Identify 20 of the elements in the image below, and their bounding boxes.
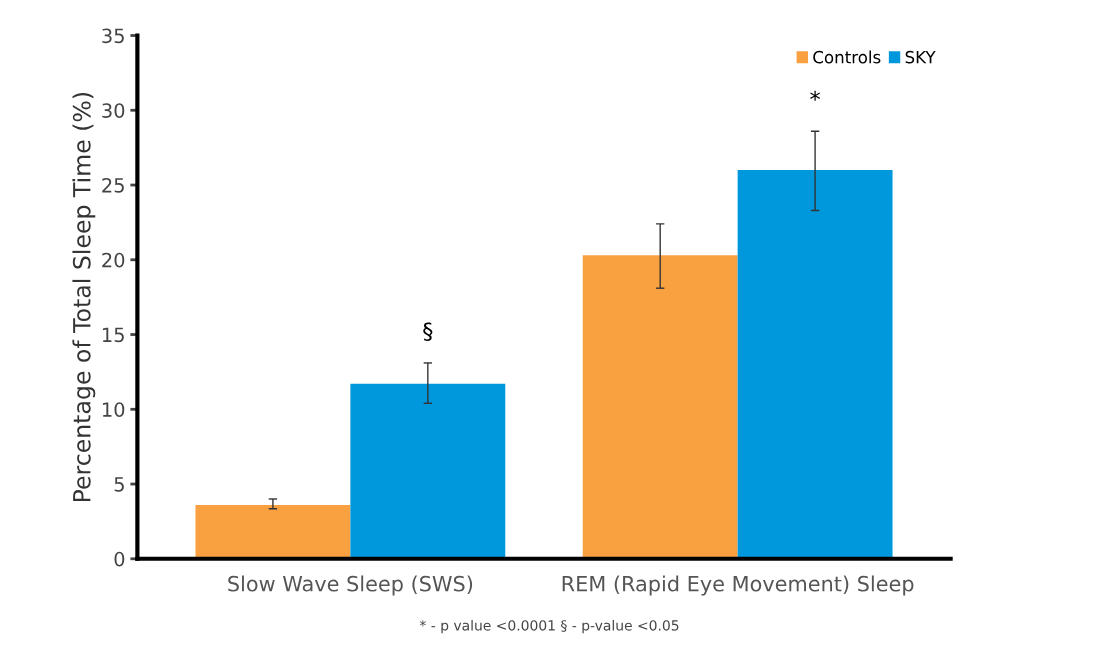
annotation: §	[423, 322, 433, 341]
legend-label: SKY	[905, 50, 936, 64]
y-tick-label: 30	[102, 103, 125, 118]
bar	[195, 504, 351, 559]
text: * - p value <0.0001 § - p-value <0.05	[419, 619, 679, 634]
y-tick-label: 10	[102, 402, 125, 417]
bar	[350, 383, 506, 559]
x-tick-label: Slow Wave Sleep (SWS)	[228, 575, 473, 596]
y-tick-label: 15	[102, 327, 124, 343]
annotation: *	[810, 90, 820, 101]
y-axis-title: Percentage of Total Sleep Time (%)	[72, 92, 96, 502]
legend-label: Controls	[813, 50, 881, 64]
y-tick-label: 20	[102, 252, 125, 268]
y-tick-label: 0	[114, 551, 125, 567]
y-tick-label: 5	[114, 477, 124, 492]
x-tick-label: REM (Rapid Eye Movement) Sleep	[562, 575, 914, 596]
y-tick-label: 35	[102, 28, 124, 44]
y-tick-label: 25	[102, 177, 124, 193]
bar	[582, 255, 738, 559]
bar	[737, 170, 893, 559]
